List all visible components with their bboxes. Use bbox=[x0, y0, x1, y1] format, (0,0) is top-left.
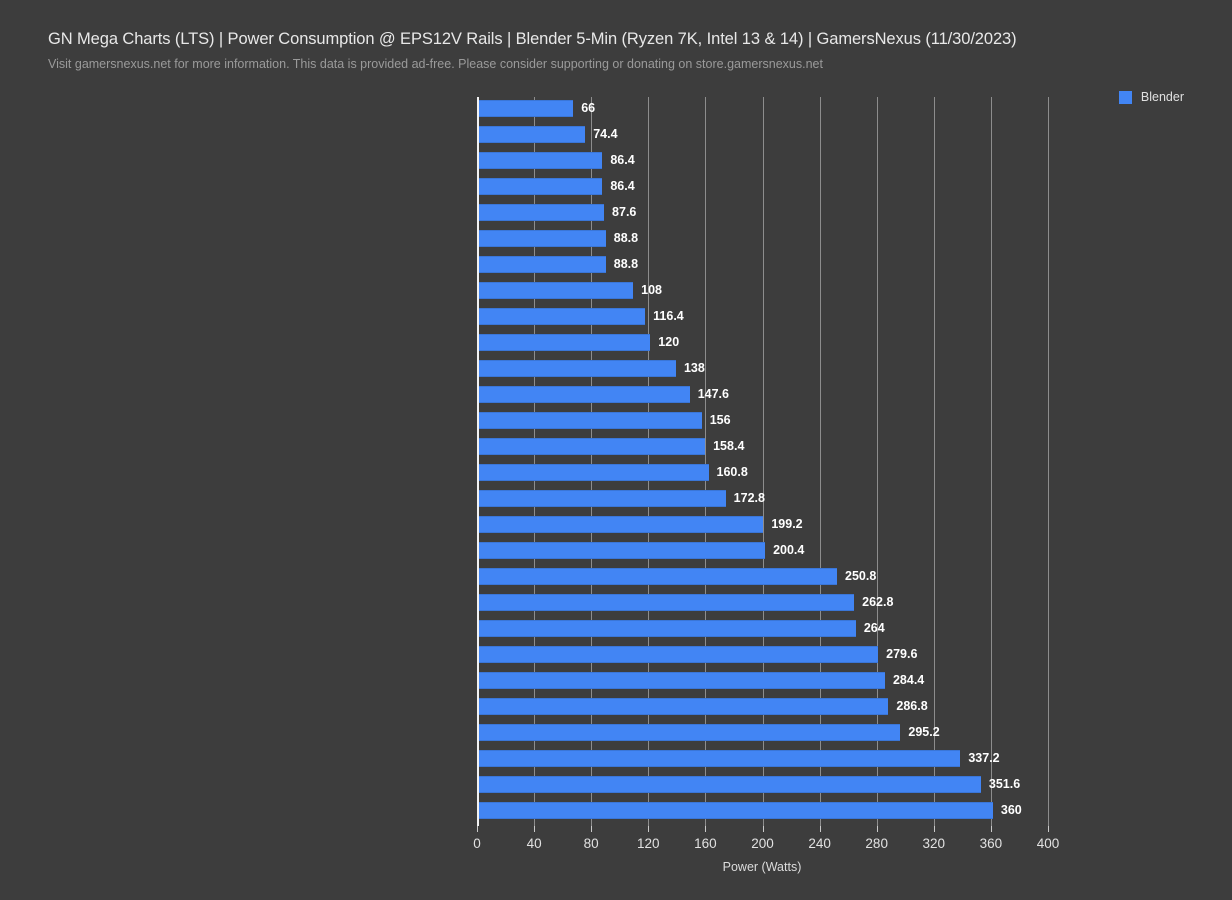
bar-value-label: 286.8 bbox=[896, 699, 928, 713]
bar-value-label: 138 bbox=[683, 361, 705, 375]
bar-value-label: 250.8 bbox=[845, 569, 877, 583]
bar-value-label: 199.2 bbox=[771, 517, 803, 531]
bar-value-label: 66 bbox=[581, 101, 596, 115]
bar bbox=[479, 178, 603, 195]
chart-legend: Blender bbox=[1118, 90, 1184, 104]
bar bbox=[479, 646, 879, 663]
bar-value-label: 120 bbox=[658, 335, 680, 349]
bar-value-label: 88.8 bbox=[613, 231, 639, 245]
x-axis-tick bbox=[990, 826, 992, 832]
bar bbox=[479, 360, 676, 377]
bar bbox=[479, 516, 764, 533]
bar bbox=[479, 490, 726, 507]
bar bbox=[479, 568, 838, 585]
bar bbox=[479, 308, 646, 325]
gridline bbox=[534, 97, 536, 826]
x-axis-tick bbox=[534, 826, 536, 832]
page-title: GN Mega Charts (LTS) | Power Consumption… bbox=[48, 30, 1017, 48]
bar bbox=[479, 126, 586, 143]
bar-value-label: 156 bbox=[709, 413, 731, 427]
gridline bbox=[1048, 97, 1049, 826]
bar bbox=[479, 100, 574, 117]
x-axis-tick bbox=[648, 826, 650, 832]
x-axis-tick bbox=[591, 826, 593, 832]
bar-value-label: 262.8 bbox=[862, 595, 894, 609]
x-axis-tick-label: 280 bbox=[865, 836, 888, 851]
x-axis-tick-label: 120 bbox=[637, 836, 660, 851]
gridline bbox=[648, 97, 650, 826]
bar bbox=[479, 386, 690, 403]
bar-value-label: 160.8 bbox=[716, 465, 748, 479]
gridline bbox=[762, 97, 764, 826]
bar bbox=[479, 724, 901, 741]
bar bbox=[479, 672, 885, 689]
bar bbox=[479, 438, 706, 455]
bar bbox=[479, 412, 702, 429]
gridline bbox=[876, 97, 878, 826]
bar-value-label: 86.4 bbox=[610, 179, 635, 193]
bar bbox=[479, 698, 889, 715]
bar bbox=[479, 620, 856, 637]
bar bbox=[479, 802, 993, 819]
bar-value-label: 360 bbox=[1000, 803, 1022, 817]
bar bbox=[479, 204, 605, 221]
gridline bbox=[819, 97, 821, 826]
bar-value-label: 284.4 bbox=[892, 673, 925, 687]
bar-value-label: 88.8 bbox=[613, 257, 639, 271]
x-axis-tick bbox=[705, 826, 707, 832]
bar-value-label: 264 bbox=[863, 621, 885, 635]
bar-value-label: 108 bbox=[641, 283, 663, 297]
bar bbox=[479, 750, 961, 767]
x-axis-tick bbox=[1048, 826, 1049, 832]
bar-value-label: 87.6 bbox=[612, 205, 637, 219]
chart-subtitle: Visit gamersnexus.net for more informati… bbox=[48, 57, 823, 71]
x-axis-tick bbox=[933, 826, 935, 832]
x-axis-tick-label: 320 bbox=[922, 836, 946, 851]
bar bbox=[479, 594, 855, 611]
y-axis-line bbox=[477, 97, 479, 826]
x-axis-tick-label: 0 bbox=[473, 836, 481, 851]
gridline bbox=[705, 97, 707, 826]
x-axis-tick-label: 80 bbox=[583, 836, 599, 851]
bar-value-label: 158.4 bbox=[713, 439, 745, 453]
gridline bbox=[933, 97, 935, 826]
bar-value-label: 86.4 bbox=[610, 153, 635, 167]
gridline bbox=[591, 97, 593, 826]
x-axis-tick-label: 400 bbox=[1036, 836, 1060, 851]
x-axis-tick-label: 160 bbox=[694, 836, 717, 851]
bar-value-label: 200.4 bbox=[773, 543, 805, 557]
x-axis-tick bbox=[762, 826, 764, 832]
bar-value-label: 116.4 bbox=[653, 309, 684, 323]
bar bbox=[479, 776, 981, 793]
x-axis-tick bbox=[477, 826, 478, 832]
x-axis-tick bbox=[819, 826, 821, 832]
bar-value-label: 147.6 bbox=[697, 387, 729, 401]
bar bbox=[479, 542, 766, 559]
bar bbox=[479, 230, 606, 247]
bar-value-label: 337.2 bbox=[968, 751, 1000, 765]
x-axis-tick-label: 40 bbox=[526, 836, 542, 851]
bar-value-label: 351.6 bbox=[988, 777, 1021, 791]
legend-swatch-blender bbox=[1118, 90, 1132, 104]
bar bbox=[479, 334, 651, 351]
bar-value-label: 74.4 bbox=[593, 127, 618, 141]
chart-header: GN Mega Charts (LTS) | Power Consumption… bbox=[48, 30, 1198, 71]
bar bbox=[479, 152, 603, 169]
bar-value-label: 295.2 bbox=[908, 725, 940, 739]
x-axis-tick-label: 360 bbox=[979, 836, 1003, 851]
x-axis-tick-label: 200 bbox=[751, 836, 774, 851]
bar-value-label: 172.8 bbox=[733, 491, 765, 505]
x-axis-tick-label: 240 bbox=[808, 836, 831, 851]
legend-label-blender: Blender bbox=[1140, 90, 1184, 104]
bar bbox=[479, 256, 606, 273]
gridline bbox=[990, 97, 992, 826]
x-axis-title: Power (Watts) bbox=[722, 860, 802, 874]
bar bbox=[479, 464, 709, 481]
x-axis-tick bbox=[876, 826, 878, 832]
bar bbox=[479, 282, 634, 299]
bar-value-label: 279.6 bbox=[886, 647, 918, 661]
